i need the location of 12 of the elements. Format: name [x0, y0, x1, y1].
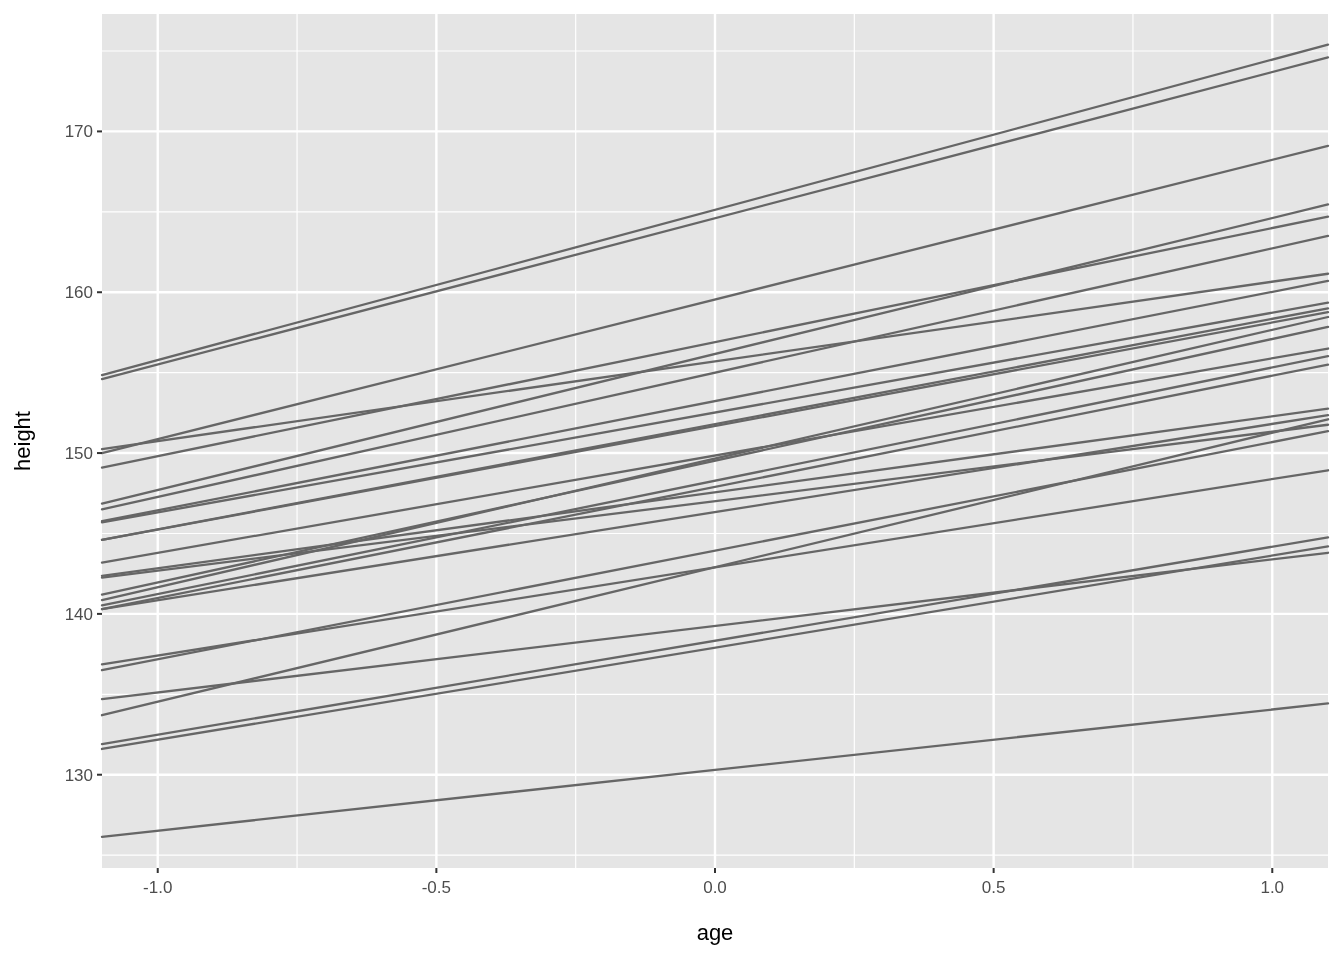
x-tick-label: 0.5	[981, 878, 1006, 897]
x-tick-label: 1.0	[1260, 878, 1285, 897]
y-tick-label: 160	[64, 283, 93, 303]
y-axis-title: height	[10, 411, 35, 471]
x-axis-title: age	[696, 920, 734, 945]
x-tick-label: -1.0	[143, 878, 173, 897]
y-tick-label: 170	[64, 122, 93, 142]
x-tick-label: 0.0	[703, 878, 727, 897]
y-tick-label: 140	[64, 604, 93, 624]
y-tick-label: 150	[64, 444, 93, 464]
x-tick-label: -0.5	[421, 878, 452, 897]
y-tick-label: 130	[64, 765, 93, 785]
